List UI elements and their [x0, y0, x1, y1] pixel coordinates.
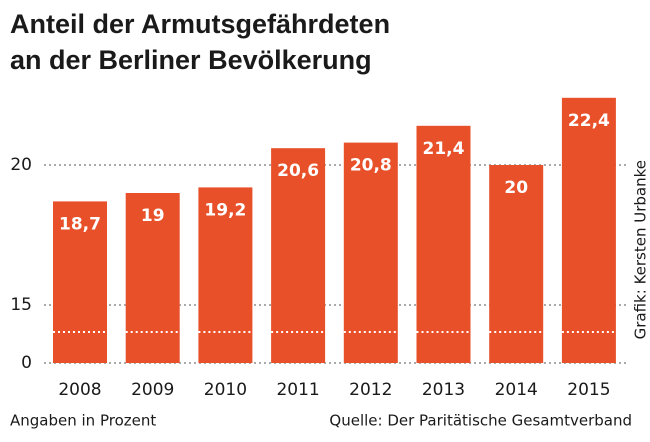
value-label: 21,4 [423, 139, 465, 159]
note: Angaben in Prozent [10, 412, 156, 430]
x-tick-label: 2013 [422, 380, 465, 400]
x-tick-label: 2009 [131, 380, 174, 400]
credit: Grafik: Kersten Urbanke [632, 160, 650, 339]
x-tick-label: 2010 [204, 380, 247, 400]
bar [343, 142, 398, 363]
value-label: 22,4 [568, 111, 610, 131]
y-tick-label: 15 [10, 295, 32, 315]
value-label: 20,6 [277, 161, 319, 181]
bar [125, 193, 180, 363]
x-tick-label: 2008 [58, 380, 101, 400]
value-label: 20,8 [350, 156, 392, 176]
chart-title: an der Berliner Bevölkerung [10, 45, 372, 75]
source: Quelle: Der Paritätische Gesamtverband [329, 412, 632, 430]
bar [271, 148, 326, 363]
y-tick-label: 0 [21, 353, 32, 373]
value-label: 20 [504, 178, 528, 198]
bar [198, 187, 253, 363]
bar [561, 97, 616, 364]
value-label: 19,2 [204, 200, 246, 220]
x-tick-label: 2012 [349, 380, 392, 400]
bar [416, 125, 471, 363]
y-tick-label: 20 [10, 155, 32, 175]
x-tick-label: 2015 [567, 380, 610, 400]
x-tick-label: 2011 [276, 380, 319, 400]
value-label: 19 [141, 206, 165, 226]
bar [489, 165, 544, 363]
bar [53, 201, 107, 363]
x-tick-label: 2014 [495, 380, 538, 400]
value-label: 18,7 [59, 214, 101, 234]
chart-title: Anteil der Armutsgefährdeten [10, 9, 390, 39]
